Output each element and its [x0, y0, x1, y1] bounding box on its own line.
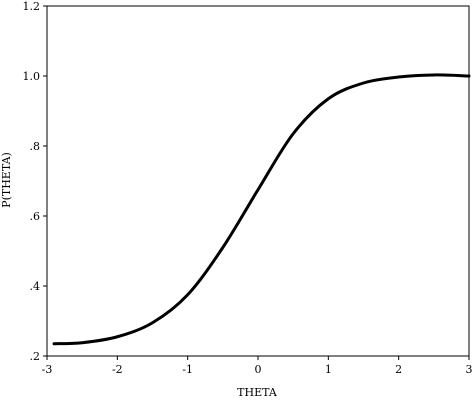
x-tick-label: 2: [395, 363, 402, 376]
x-tick-label: 0: [255, 363, 262, 376]
y-axis-label: P(THETA): [0, 152, 13, 208]
series-layer: [52, 73, 471, 346]
x-tick-label: 3: [466, 363, 473, 376]
y-tick-label: .2: [30, 350, 41, 363]
series-line: [52, 73, 471, 346]
y-tick-label: 1.0: [23, 70, 41, 83]
y-tick-label: .6: [30, 210, 41, 223]
y-tick-label: .8: [30, 140, 41, 153]
x-axis-label: THETA: [237, 386, 278, 399]
plot-frame: [46, 5, 470, 357]
x-tick-label: 1: [325, 363, 332, 376]
y-tick-label: .4: [30, 280, 41, 293]
x-tick-label: -1: [182, 363, 193, 376]
x-axis-ticks: -3 -2 -1 0 1 2 3: [42, 356, 473, 376]
x-tick-label: -3: [42, 363, 53, 376]
y-axis-ticks: .2 .4 .6 .8 1.0 1.2: [23, 0, 47, 363]
y-tick-label: 1.2: [23, 0, 41, 13]
plot-border: [46, 5, 470, 357]
x-tick-label: -2: [112, 363, 123, 376]
